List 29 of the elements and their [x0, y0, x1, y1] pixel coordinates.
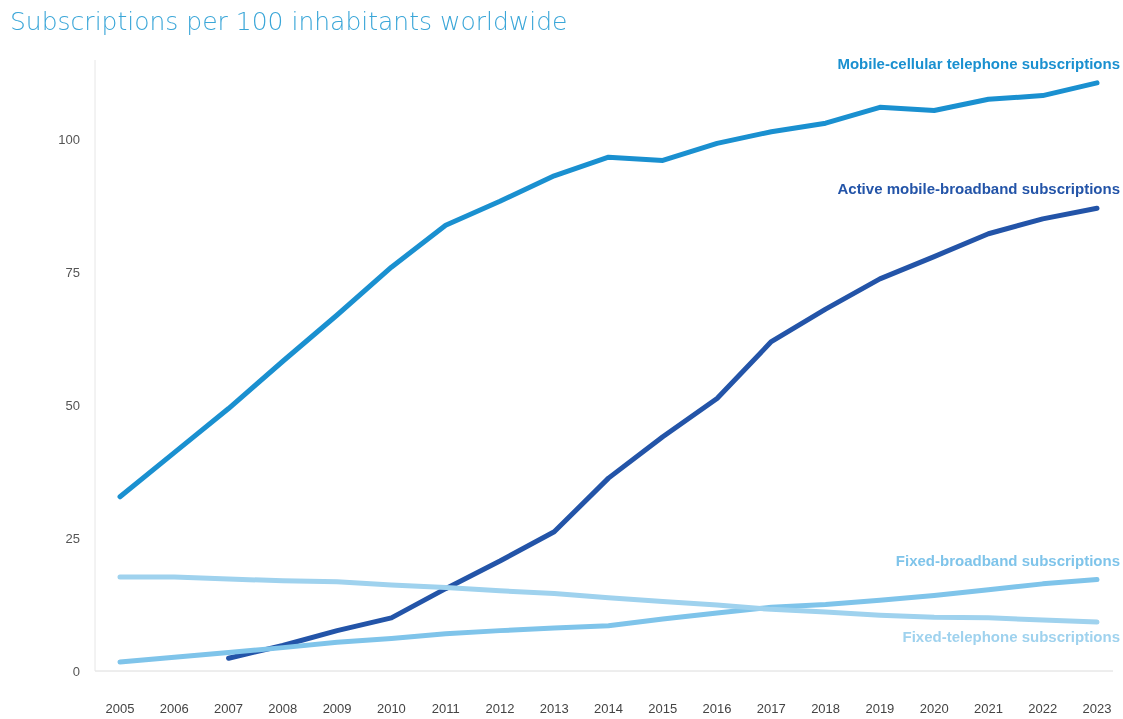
x-tick-label: 2019: [865, 701, 895, 716]
y-tick-label: 25: [65, 530, 80, 546]
chart-title: Subscriptions per 100 inhabitants worldwide: [10, 7, 568, 36]
x-tick-label: 2011: [431, 701, 460, 716]
x-tick-label: 2018: [811, 701, 841, 716]
y-tick-label: 50: [65, 397, 80, 413]
x-tick-label: 2021: [973, 701, 1003, 716]
x-tick-label: 2016: [702, 701, 732, 716]
y-tick-label: 100: [58, 132, 80, 148]
y-tick-label: 0: [72, 663, 80, 679]
x-tick-label: 2022: [1028, 701, 1058, 716]
x-tick-label: 2014: [594, 701, 623, 716]
x-tick-label: 2009: [322, 701, 352, 716]
x-tick-label: 2023: [1082, 701, 1112, 716]
series-label: Fixed-broadband subscriptions: [895, 551, 1120, 569]
series-label: Active mobile-broadband subscriptions: [837, 180, 1120, 198]
series-label: Fixed-telephone subscriptions: [902, 628, 1120, 646]
x-tick-label: 2007: [214, 701, 244, 716]
x-tick-label: 2008: [268, 701, 298, 716]
x-tick-label: 2005: [105, 701, 135, 716]
y-tick-label: 75: [65, 265, 80, 281]
x-tick-label: 2012: [485, 701, 515, 716]
x-tick-label: 2017: [756, 701, 786, 716]
x-tick-label: 2015: [648, 701, 678, 716]
x-tick-label: 2010: [376, 701, 406, 716]
x-tick-label: 2013: [539, 701, 569, 716]
series-label: Mobile-cellular telephone subscriptions: [837, 54, 1120, 72]
x-tick-label: 2020: [919, 701, 949, 716]
x-tick-label: 2006: [159, 701, 189, 716]
